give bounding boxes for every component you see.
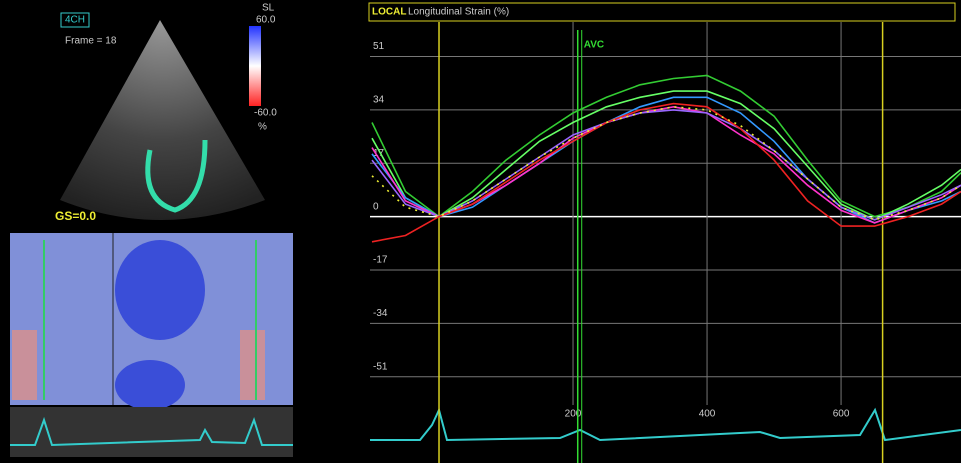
frame-label: Frame = 18 xyxy=(65,36,117,47)
scale-unit: % xyxy=(258,122,267,133)
avc-label: AVC xyxy=(584,40,604,51)
scale-min: -60.0 xyxy=(254,108,277,119)
tracking-contour xyxy=(145,139,208,213)
y-tick-label: -17 xyxy=(373,255,388,266)
y-tick-label: 17 xyxy=(373,148,385,159)
view-box xyxy=(60,12,90,28)
strain-curve xyxy=(371,109,961,221)
y-tick-label: -34 xyxy=(373,308,388,319)
echo-image xyxy=(60,20,265,220)
global-strain: GS=0.0 xyxy=(55,209,96,223)
m-mode-strip xyxy=(10,407,293,457)
x-tick-label: 600 xyxy=(833,409,850,420)
y-tick-label: 34 xyxy=(373,95,385,106)
strain-map-blob xyxy=(240,330,265,400)
x-tick-label: 400 xyxy=(699,409,716,420)
scale-name: SL xyxy=(262,3,275,14)
ecg-trace xyxy=(10,416,293,447)
strain-map-blob xyxy=(12,330,37,400)
x-tick-label: 200 xyxy=(565,409,582,420)
color-bar xyxy=(249,26,261,106)
y-tick-label: -51 xyxy=(373,361,388,372)
view-label: 4CH xyxy=(65,15,85,26)
strain-curve xyxy=(371,102,961,243)
scale-max: 60.0 xyxy=(256,15,276,26)
ecg-trace xyxy=(370,407,961,442)
strain-map-blob xyxy=(115,360,185,410)
chart-title: Longitudinal Strain (%) xyxy=(408,7,509,18)
strain-curve xyxy=(371,74,961,218)
chart-label: LOCAL xyxy=(372,7,406,18)
y-tick-label: 51 xyxy=(373,41,385,52)
y-tick-label: 0 xyxy=(373,201,379,212)
title-bar xyxy=(368,2,956,22)
strain-map-blob xyxy=(115,240,205,340)
